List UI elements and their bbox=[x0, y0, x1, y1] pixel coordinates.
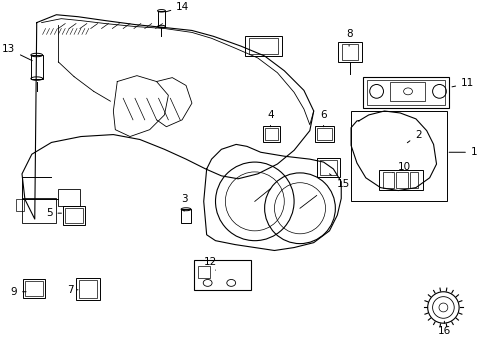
Bar bbox=[181, 209, 190, 223]
Text: 13: 13 bbox=[2, 44, 32, 61]
Bar bbox=[378, 170, 422, 190]
Bar bbox=[382, 172, 393, 188]
Text: 7: 7 bbox=[67, 285, 78, 295]
Bar bbox=[157, 11, 165, 27]
Text: 10: 10 bbox=[392, 162, 410, 173]
Bar bbox=[198, 266, 209, 278]
Bar bbox=[395, 172, 407, 188]
Bar bbox=[342, 44, 357, 60]
Bar bbox=[338, 42, 361, 62]
Text: 11: 11 bbox=[451, 78, 473, 89]
Bar bbox=[264, 128, 278, 140]
Text: 9: 9 bbox=[10, 287, 26, 297]
Bar bbox=[262, 126, 280, 143]
Bar bbox=[350, 111, 447, 201]
Text: 6: 6 bbox=[320, 110, 326, 127]
Bar bbox=[389, 81, 424, 101]
Text: 16: 16 bbox=[437, 321, 450, 336]
Text: 5: 5 bbox=[46, 208, 61, 218]
Bar bbox=[366, 80, 445, 105]
Bar bbox=[409, 172, 417, 188]
Bar bbox=[23, 279, 44, 298]
Bar bbox=[319, 160, 337, 175]
Bar bbox=[65, 208, 83, 223]
Bar bbox=[362, 77, 448, 108]
Text: 4: 4 bbox=[266, 110, 273, 127]
Bar bbox=[25, 281, 42, 296]
Bar bbox=[79, 280, 97, 298]
Bar bbox=[58, 189, 80, 206]
Bar bbox=[194, 260, 250, 290]
Text: 14: 14 bbox=[165, 2, 189, 12]
Bar bbox=[244, 36, 282, 56]
Bar bbox=[16, 199, 24, 211]
Bar bbox=[76, 278, 100, 300]
Bar bbox=[22, 198, 56, 223]
Text: 12: 12 bbox=[203, 257, 217, 270]
Text: 2: 2 bbox=[407, 130, 421, 143]
Text: 15: 15 bbox=[329, 174, 349, 189]
Text: 1: 1 bbox=[448, 147, 477, 157]
Bar bbox=[316, 158, 340, 177]
Text: 3: 3 bbox=[181, 194, 187, 211]
Bar bbox=[248, 38, 278, 54]
Bar bbox=[63, 206, 85, 225]
Text: 8: 8 bbox=[345, 30, 352, 46]
Bar bbox=[316, 128, 332, 140]
Bar bbox=[31, 55, 42, 78]
Bar bbox=[314, 126, 334, 143]
